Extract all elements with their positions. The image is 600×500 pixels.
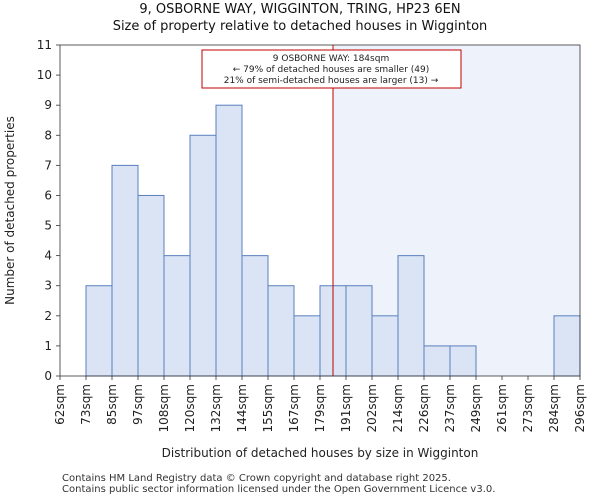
x-tick-label: 132sqm	[209, 384, 223, 432]
x-axis-ticks: 62sqm 73sqm 85sqm 97sqm 108sqm 120sqm 132sqm 14…	[53, 376, 587, 432]
annotation-line-3: 21% of semi-detached houses are larger (…	[224, 76, 439, 86]
y-tick-label: 1	[44, 339, 52, 353]
x-tick-label: 120sqm	[183, 384, 197, 432]
x-tick-label: 226sqm	[417, 384, 431, 432]
y-tick-label: 6	[44, 188, 52, 202]
y-tick-label: 2	[44, 309, 52, 323]
y-tick-label: 9	[44, 98, 52, 112]
x-tick-label: 62sqm	[53, 384, 67, 425]
bar-214sqm	[397, 255, 425, 377]
x-tick-label: 144sqm	[235, 384, 249, 432]
x-tick-label: 155sqm	[261, 384, 275, 432]
bar-73sqm	[85, 285, 113, 377]
y-tick-label: 8	[44, 128, 52, 142]
bar-284sqm	[553, 315, 581, 377]
annotation-line-2: ← 79% of detached houses are smaller (49…	[233, 65, 430, 75]
x-tick-label: 249sqm	[469, 384, 483, 432]
x-tick-label: 85sqm	[105, 384, 119, 425]
plot-frame	[59, 44, 581, 377]
y-tick-label: 11	[37, 38, 52, 52]
y-tick-label: 3	[44, 279, 52, 293]
chart-title: 9, OSBORNE WAY, WIGGINTON, TRING, HP23 6…	[139, 2, 461, 17]
bar-237sqm	[449, 345, 477, 377]
bar-202sqm	[371, 315, 399, 377]
x-tick-label: 273sqm	[521, 384, 535, 432]
bar-155sqm	[267, 285, 295, 377]
bar-167sqm	[293, 315, 321, 377]
x-axis-label: Distribution of detached houses by size …	[162, 446, 479, 460]
y-tick-label: 7	[44, 158, 52, 172]
x-tick-label: 202sqm	[365, 384, 379, 432]
x-tick-label: 97sqm	[131, 384, 145, 425]
x-tick-label: 167sqm	[287, 384, 301, 432]
annotation-box	[201, 49, 462, 89]
bar-85sqm	[111, 164, 139, 377]
bar-132sqm	[215, 104, 243, 377]
histogram-chart: 0 1 2 3 4 5 6 7 8 9 10 11 62sqm 73sqm 85sqm 97sqm 108sq…	[3, 38, 587, 460]
x-tick-label: 73sqm	[79, 384, 93, 425]
x-tick-label: 296sqm	[573, 384, 587, 432]
bar-108sqm	[163, 255, 191, 377]
bars-group	[85, 104, 581, 377]
x-tick-label: 284sqm	[547, 384, 561, 432]
y-axis-label: Number of detached properties	[3, 116, 17, 305]
y-axis-ticks: 0 1 2 3 4 5 6 7 8 9 10 11	[37, 38, 60, 383]
x-tick-label: 108sqm	[157, 384, 171, 432]
x-tick-label: 191sqm	[339, 384, 353, 432]
y-tick-label: 0	[44, 369, 52, 383]
x-tick-label: 237sqm	[443, 384, 457, 432]
bar-144sqm	[241, 255, 269, 377]
bar-191sqm	[345, 285, 373, 377]
bar-97sqm	[137, 194, 165, 377]
annotation-line-1: 9 OSBORNE WAY: 184sqm	[273, 54, 389, 64]
footer-line-1: Contains HM Land Registry data © Crown c…	[62, 473, 451, 484]
x-tick-label: 179sqm	[313, 384, 327, 432]
bar-226sqm	[423, 345, 451, 377]
x-tick-label: 261sqm	[495, 384, 509, 432]
y-tick-label: 4	[44, 249, 52, 263]
bar-120sqm	[189, 134, 217, 377]
chart-subtitle: Size of property relative to detached ho…	[112, 19, 488, 34]
footer-line-2: Contains public sector information licen…	[62, 484, 496, 495]
y-tick-label: 10	[37, 68, 52, 82]
x-tick-label: 214sqm	[391, 384, 405, 432]
y-tick-label: 5	[44, 219, 52, 233]
